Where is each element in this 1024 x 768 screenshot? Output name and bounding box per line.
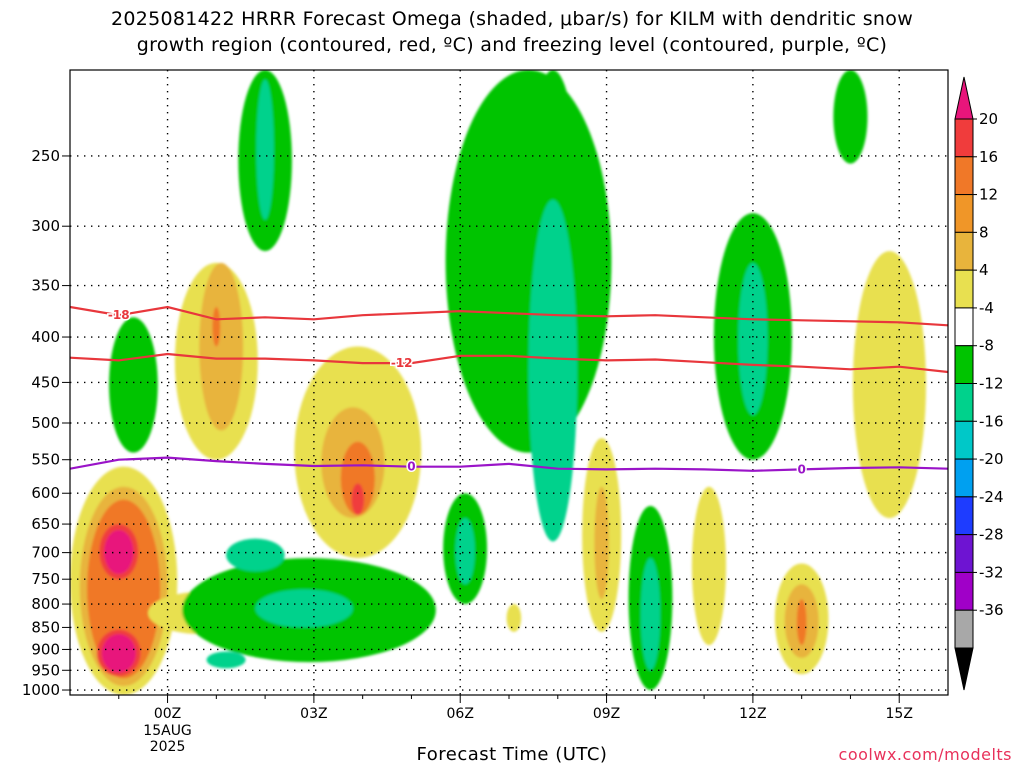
colorbar-swatch bbox=[954, 345, 974, 385]
omega-area bbox=[833, 70, 868, 164]
y-tick-label: 400 bbox=[31, 328, 60, 346]
y-tick-label: 300 bbox=[31, 217, 60, 235]
omega-area bbox=[212, 306, 221, 347]
contour-label: -12 bbox=[391, 356, 413, 370]
omega-area bbox=[455, 518, 475, 585]
y-tick-label: 250 bbox=[31, 147, 60, 165]
colorbar-swatch bbox=[954, 458, 974, 498]
omega-area bbox=[691, 486, 727, 646]
colorbar-label: 12 bbox=[979, 186, 998, 204]
colorbar-label: -8 bbox=[979, 337, 994, 355]
x-tick-label: 15Z bbox=[886, 706, 913, 722]
omega-area bbox=[101, 634, 136, 673]
y-tick-label: 350 bbox=[31, 277, 60, 295]
y-tick-label: 900 bbox=[31, 640, 60, 658]
colorbar-swatch bbox=[954, 156, 974, 196]
x-tick-label: 09Z bbox=[593, 706, 620, 722]
colorbar-swatch bbox=[954, 571, 974, 611]
source-credit: coolwx.com/modelts bbox=[838, 745, 1012, 764]
chart-title-line-2: growth region (contoured, red, ºC) and f… bbox=[136, 34, 888, 56]
colorbar-swatch bbox=[954, 194, 974, 233]
colorbar-label: -24 bbox=[979, 488, 1004, 506]
contour-line bbox=[70, 305, 948, 327]
contour-line bbox=[70, 352, 948, 374]
temperature-contours: -18 -12 0 0 bbox=[70, 305, 948, 478]
omega-area bbox=[506, 604, 522, 632]
omega-area bbox=[640, 558, 661, 671]
colorbar-label: 20 bbox=[979, 110, 998, 128]
chart-title: 2025081422 HRRR Forecast Omega (shaded, … bbox=[0, 6, 1024, 58]
omega-area bbox=[738, 262, 768, 416]
date-label: 2025 bbox=[150, 739, 186, 755]
colorbar-label: -28 bbox=[979, 526, 1004, 544]
colorbar-label: -12 bbox=[979, 375, 1004, 393]
colorbar-swatch bbox=[954, 231, 974, 271]
x-tick-label: 00Z bbox=[154, 706, 181, 722]
omega-area bbox=[199, 262, 244, 431]
omega-area bbox=[528, 199, 578, 542]
omega-area bbox=[104, 529, 134, 575]
omega-area bbox=[255, 589, 353, 628]
colorbar-label: -16 bbox=[979, 412, 1004, 430]
colorbar-swatch bbox=[954, 420, 974, 460]
colorbar-swatch bbox=[954, 383, 974, 422]
omega-area bbox=[256, 79, 274, 220]
contour-label: 0 bbox=[797, 462, 805, 476]
omega-area bbox=[852, 251, 927, 519]
y-tick-label: 700 bbox=[31, 544, 60, 562]
y-tick-label: 650 bbox=[31, 515, 60, 533]
colorbar-label: -36 bbox=[979, 601, 1004, 619]
colorbar: 20 16 12 8 4 -4 -8 -12 -16 -20 -24 -28 -32 -36 bbox=[954, 76, 1004, 691]
y-tick-label: 950 bbox=[31, 661, 60, 679]
omega-area bbox=[109, 317, 158, 453]
contour-label: 0 bbox=[407, 460, 415, 474]
y-tick-label: 750 bbox=[31, 570, 60, 588]
omega-area bbox=[796, 599, 807, 646]
colorbar-swatch bbox=[954, 118, 974, 158]
colorbar-label: -4 bbox=[979, 299, 994, 317]
omega-area bbox=[594, 486, 609, 600]
omega-area bbox=[445, 70, 612, 453]
colorbar-label: -20 bbox=[979, 450, 1004, 468]
y-tick-label: 500 bbox=[31, 414, 60, 432]
colorbar-label: 16 bbox=[979, 148, 998, 166]
omega-area bbox=[340, 441, 375, 516]
colorbar-label: -32 bbox=[979, 563, 1004, 581]
colorbar-swatch bbox=[954, 307, 974, 347]
omega-area bbox=[351, 483, 365, 516]
colorbar-swatch bbox=[954, 269, 974, 309]
y-axis: 250 300 350 400 450 500 550 600 650 700 750 800 850 9… bbox=[22, 147, 70, 699]
colorbar-bottom-arrow bbox=[954, 647, 974, 691]
x-tick-label: 12Z bbox=[739, 706, 766, 722]
y-tick-label: 450 bbox=[31, 373, 60, 391]
colorbar-label: 8 bbox=[979, 223, 989, 241]
colorbar-label: 4 bbox=[979, 261, 989, 279]
date-label: 15AUG bbox=[143, 723, 192, 739]
colorbar-top-arrow bbox=[954, 76, 974, 120]
colorbar-swatch bbox=[954, 496, 974, 536]
contour-line bbox=[70, 456, 948, 472]
y-tick-label: 1000 bbox=[22, 681, 60, 699]
omega-area bbox=[206, 651, 246, 669]
y-tick-label: 550 bbox=[31, 451, 60, 469]
y-tick-label: 800 bbox=[31, 595, 60, 613]
colorbar-swatch bbox=[954, 534, 974, 573]
x-axis-title: Forecast Time (UTC) bbox=[416, 744, 608, 765]
omega-area bbox=[226, 538, 285, 572]
chart-title-line-1: 2025081422 HRRR Forecast Omega (shaded, … bbox=[110, 8, 914, 30]
x-tick-label: 03Z bbox=[300, 706, 327, 722]
y-tick-label: 850 bbox=[31, 618, 60, 636]
colorbar-swatch bbox=[954, 609, 974, 649]
x-tick-label: 06Z bbox=[447, 706, 474, 722]
contour-label: -18 bbox=[108, 308, 130, 322]
y-tick-label: 600 bbox=[31, 484, 60, 502]
